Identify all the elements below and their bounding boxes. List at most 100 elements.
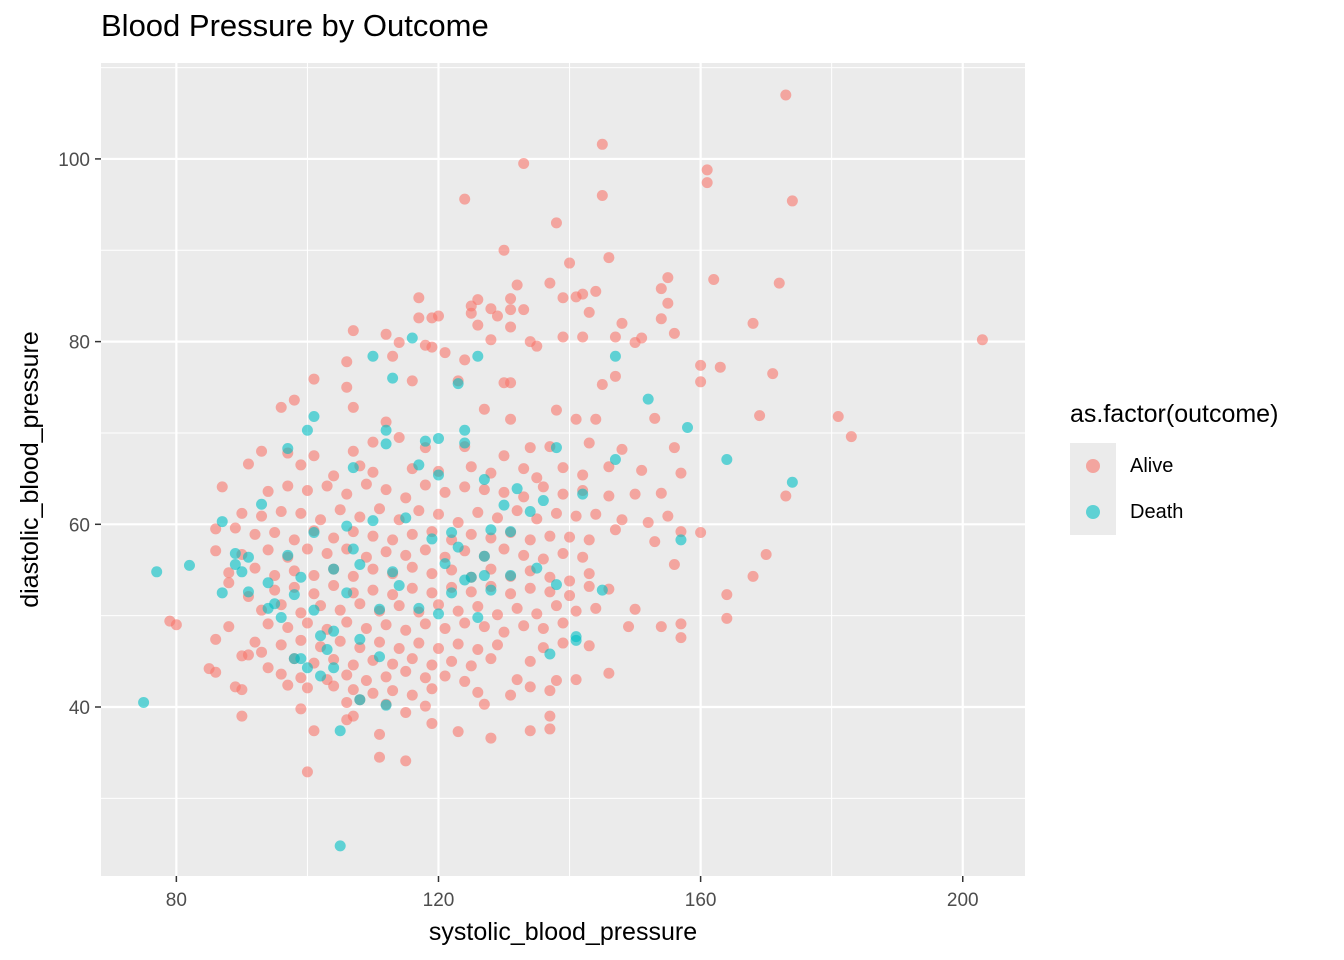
x-tick-label: 160 bbox=[685, 890, 717, 911]
y-tick-label: 60 bbox=[69, 515, 90, 536]
point-death bbox=[682, 421, 694, 433]
point-death bbox=[459, 424, 471, 436]
point-death bbox=[550, 442, 562, 454]
point-alive bbox=[223, 567, 235, 579]
x-tick-label: 120 bbox=[423, 890, 455, 911]
point-alive bbox=[406, 653, 418, 665]
point-alive bbox=[367, 530, 379, 542]
point-alive bbox=[649, 536, 661, 548]
point-alive bbox=[432, 643, 444, 655]
point-death bbox=[721, 453, 733, 465]
point-death bbox=[537, 495, 549, 507]
point-death bbox=[380, 424, 392, 436]
point-alive bbox=[347, 659, 359, 671]
point-alive bbox=[413, 637, 425, 649]
point-alive bbox=[557, 488, 569, 500]
point-death bbox=[387, 372, 399, 384]
point-alive bbox=[531, 340, 543, 352]
point-alive bbox=[564, 575, 576, 587]
point-death bbox=[446, 527, 458, 539]
point-alive bbox=[426, 341, 438, 353]
point-alive bbox=[636, 332, 648, 344]
point-alive bbox=[511, 505, 523, 517]
point-alive bbox=[491, 512, 503, 524]
point-death bbox=[478, 474, 490, 486]
point-death bbox=[374, 603, 386, 615]
point-alive bbox=[603, 667, 615, 679]
point-death bbox=[236, 566, 248, 578]
point-alive bbox=[341, 488, 353, 500]
point-alive bbox=[367, 466, 379, 478]
point-alive bbox=[459, 193, 471, 205]
point-alive bbox=[491, 639, 503, 651]
y-tick-label: 100 bbox=[58, 150, 90, 171]
point-alive bbox=[249, 562, 261, 574]
legend-key-alive bbox=[1070, 443, 1116, 489]
point-alive bbox=[210, 633, 222, 645]
point-alive bbox=[341, 356, 353, 368]
point-alive bbox=[544, 685, 556, 697]
point-alive bbox=[295, 703, 307, 715]
point-alive bbox=[459, 617, 471, 629]
point-alive bbox=[590, 508, 602, 520]
point-alive bbox=[282, 622, 294, 634]
point-alive bbox=[557, 637, 569, 649]
point-alive bbox=[583, 580, 595, 592]
minor-gridlines bbox=[101, 63, 1025, 876]
point-alive bbox=[557, 462, 569, 474]
point-alive bbox=[550, 507, 562, 519]
point-alive bbox=[380, 416, 392, 428]
point-death bbox=[354, 633, 366, 645]
point-alive bbox=[570, 605, 582, 617]
point-alive bbox=[347, 570, 359, 582]
point-death bbox=[216, 516, 228, 528]
point-alive bbox=[518, 491, 530, 503]
point-death bbox=[288, 589, 300, 601]
point-death bbox=[485, 584, 497, 596]
point-death bbox=[282, 549, 294, 561]
point-death bbox=[341, 587, 353, 599]
point-alive bbox=[721, 612, 733, 624]
point-death bbox=[367, 350, 379, 362]
point-alive bbox=[498, 486, 510, 498]
point-death bbox=[282, 442, 294, 454]
point-alive bbox=[367, 687, 379, 699]
point-alive bbox=[465, 660, 477, 672]
point-alive bbox=[636, 464, 648, 476]
point-alive bbox=[472, 643, 484, 655]
point-alive bbox=[341, 669, 353, 681]
point-alive bbox=[347, 445, 359, 457]
point-death bbox=[328, 563, 340, 575]
point-alive bbox=[406, 582, 418, 594]
point-alive bbox=[596, 138, 608, 150]
point-alive bbox=[387, 685, 399, 697]
point-alive bbox=[301, 682, 313, 694]
point-alive bbox=[301, 617, 313, 629]
point-alive bbox=[223, 621, 235, 633]
point-death bbox=[347, 462, 359, 474]
point-alive bbox=[570, 413, 582, 425]
point-alive bbox=[334, 504, 346, 516]
point-alive bbox=[701, 177, 713, 189]
point-alive bbox=[393, 643, 405, 655]
point-alive bbox=[472, 686, 484, 698]
point-alive bbox=[701, 164, 713, 176]
point-alive bbox=[478, 484, 490, 496]
point-death bbox=[380, 438, 392, 450]
point-alive bbox=[544, 586, 556, 598]
point-alive bbox=[583, 640, 595, 652]
point-alive bbox=[550, 600, 562, 612]
point-death bbox=[354, 694, 366, 706]
point-alive bbox=[282, 679, 294, 691]
point-alive bbox=[505, 413, 517, 425]
point-death bbox=[380, 699, 392, 711]
point-alive bbox=[629, 603, 641, 615]
point-death bbox=[315, 670, 327, 682]
point-alive bbox=[629, 488, 641, 500]
point-alive bbox=[347, 401, 359, 413]
point-death bbox=[308, 411, 320, 423]
point-alive bbox=[557, 331, 569, 343]
point-death bbox=[505, 569, 517, 581]
point-alive bbox=[406, 375, 418, 387]
point-alive bbox=[439, 670, 451, 682]
